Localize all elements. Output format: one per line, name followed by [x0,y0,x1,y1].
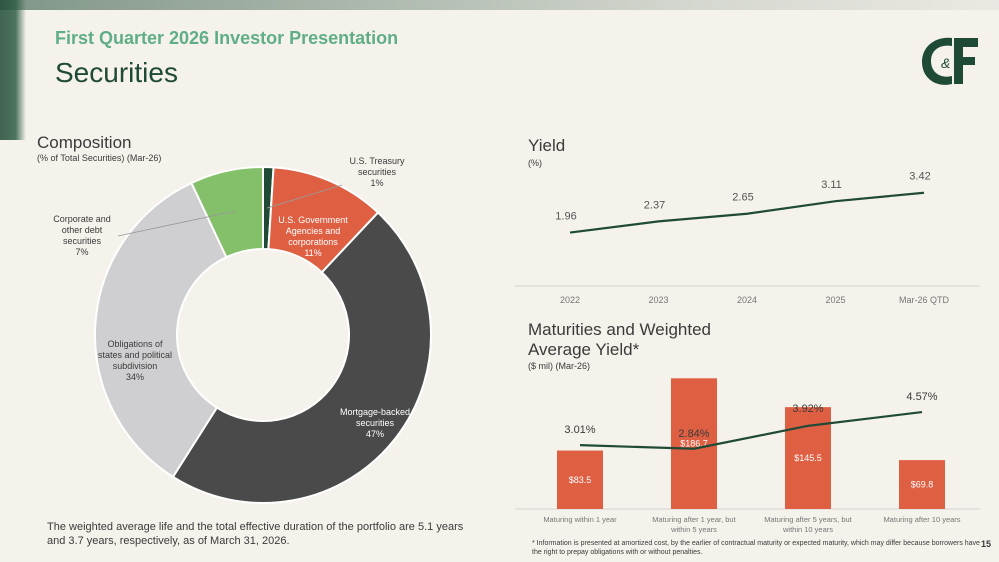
yield-data-label: 3.42 [909,171,930,183]
yield-x-tick-label: 2024 [737,295,757,305]
maturities-title-line1: Maturities and Weighted [528,320,712,339]
yield-title: Yield [528,136,566,155]
maturity-bar-label: $83.5 [569,475,592,485]
treasury-leader-line [266,184,343,209]
maturity-bar-label: $186.7 [680,439,708,449]
donut-slice [94,181,228,479]
maturity-x-tick-label: Maturing after 5 years, but within 10 yea… [764,515,852,534]
maturities-title-line2: Average Yield* [528,340,640,359]
yield-x-tick-label: Mar-26 QTD [899,295,950,305]
maturity-yield-label: 4.57% [906,391,937,403]
yield-series-line [569,191,925,234]
maturity-yield-line [579,410,923,450]
yield-data-label: 2.65 [732,192,753,204]
maturity-yield-label: 2.84% [678,428,709,440]
slice-label-agencies: U.S. Government Agencies and corporations 1… [278,215,348,258]
yield-x-tick-label: 2022 [560,295,580,305]
yield-line-chart: 1.96 2022 2.37 2023 2.65 2024 3.11 2025 3.42 Mar-… [515,171,980,305]
company-logo: & [922,37,978,85]
maturity-bar [671,378,717,509]
composition-title: Composition [37,133,132,152]
maturity-bar [899,460,945,509]
yield-data-label: 1.96 [555,211,576,223]
slice-label-corporate: Corporate and other debt securities 7% [53,214,111,257]
yield-x-tick-label: 2023 [648,295,668,305]
presentation-subtitle: First Quarter 2026 Investor Presentation [55,28,399,48]
yield-x-tick-label: 2025 [825,295,845,305]
page-title: Securities [55,57,178,88]
duration-note: The weighted average life and the total … [47,521,464,547]
slice-label-treasury: U.S. Treasury securities 1% [349,156,405,188]
maturity-yield-label: 3.01% [564,424,595,436]
top-decoration [0,0,999,10]
footnote: * Information is presented at amortized … [532,540,980,556]
maturity-bar-label: $69.8 [911,480,934,490]
maturity-yield-label: 3.92% [792,403,823,415]
yield-subtitle: (%) [528,158,542,168]
donut-slice [190,165,264,259]
maturities-subtitle: ($ mil) (Mar-26) [528,361,590,371]
svg-text:&: & [941,55,950,71]
maturity-x-tick-label: Maturing after 10 years [883,515,960,524]
composition-donut-chart: U.S. Treasury securities 1%U.S. Government… [53,156,432,504]
composition-subtitle: (% of Total Securities) (Mar-26) [37,153,162,163]
page-number: 15 [981,539,992,549]
donut-slice [171,211,432,504]
slice-label-mortgage: Mortgage-backed securities 47% [340,407,410,439]
maturities-bar-chart: $83.5 Maturing within 1 year $186.7 Maturin… [515,378,980,534]
maturity-x-tick-label: Maturing within 1 year [543,515,617,524]
left-edge-decoration [0,0,26,140]
yield-data-label: 3.11 [821,179,842,191]
corporate-leader-line [117,210,236,237]
maturity-bar [557,450,603,509]
maturity-x-tick-label: Maturing after 1 year, but within 5 years [652,515,736,534]
yield-data-label: 2.37 [644,199,665,211]
slice-label-municipal: Obligations of states and political subdiv… [98,339,172,382]
maturity-bar-label: $145.5 [794,453,822,463]
